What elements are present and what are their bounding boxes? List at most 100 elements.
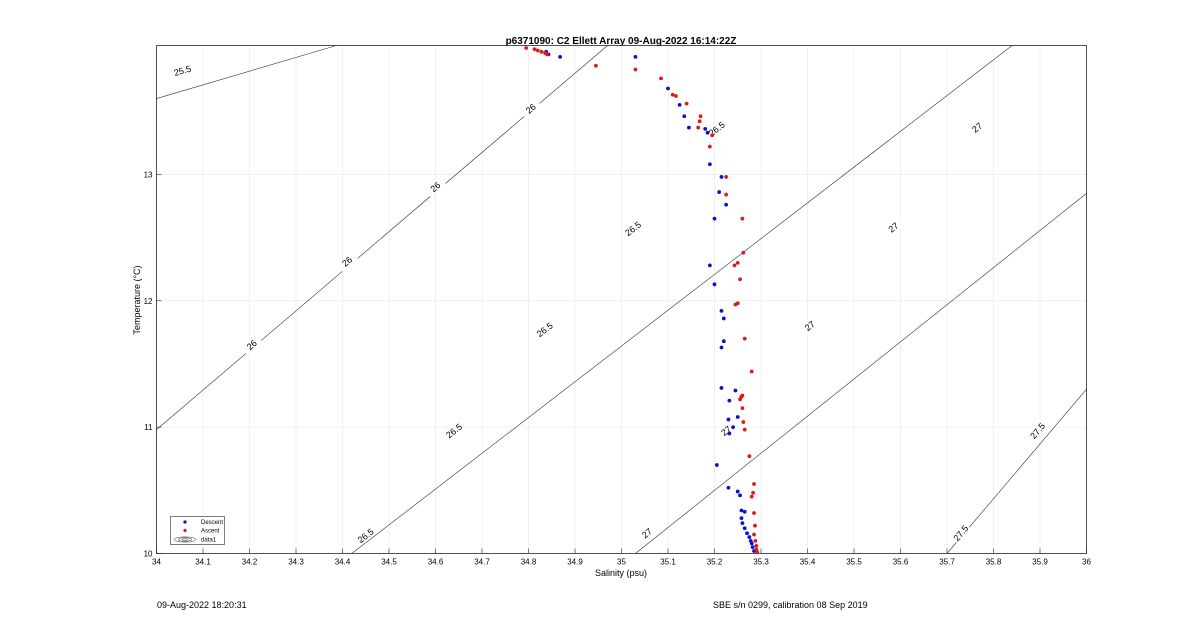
ascent-point — [733, 302, 738, 307]
ascent-point — [735, 260, 740, 265]
y-axis-ticks: 10 11 12 13 — [144, 170, 162, 559]
contour-label: 25.5 — [173, 63, 193, 78]
descent-point — [727, 431, 732, 436]
contour-label-bg — [519, 98, 542, 119]
descent-point — [742, 526, 747, 531]
descent-point — [733, 388, 738, 393]
footer-timestamp: 09-Aug-2022 18:20:31 — [157, 600, 247, 610]
ascent-point — [710, 133, 715, 138]
x-tick-label: 35.6 — [893, 558, 909, 567]
contour-label-bg — [424, 176, 447, 198]
descent-point — [717, 190, 722, 194]
ascent-point — [696, 125, 701, 130]
ascent-point — [741, 420, 746, 424]
descent-point — [747, 535, 752, 539]
descent-point — [727, 398, 732, 403]
descent-point — [739, 508, 744, 513]
descent-point — [719, 308, 724, 313]
ascent-point — [633, 67, 638, 72]
descent-point — [745, 531, 749, 536]
descent-point — [719, 175, 724, 179]
descent-point — [731, 425, 735, 430]
descent-point — [721, 316, 726, 321]
contour-label: 26 — [340, 255, 354, 269]
descent-point — [721, 339, 726, 344]
descent-point — [719, 386, 724, 390]
legend-box — [170, 516, 225, 545]
legend-contour-icon — [173, 536, 197, 543]
ascent-point — [724, 175, 729, 179]
y-tick-label: 10 — [144, 550, 153, 559]
legend-marker-descent — [183, 520, 187, 524]
ascent-point — [684, 101, 689, 106]
x-tick-label: 34.1 — [195, 558, 211, 567]
ascent-point — [698, 114, 703, 119]
x-tick-label: 35.4 — [800, 558, 816, 567]
contour-label-bg — [622, 218, 645, 239]
x-tick-label: 35 — [617, 558, 626, 567]
descent-point — [724, 202, 729, 207]
ascent-point — [740, 406, 745, 411]
ascent-point — [752, 511, 756, 515]
x-tick-label: 36 — [1082, 558, 1091, 567]
data-points — [524, 46, 760, 555]
descent-point — [735, 489, 740, 494]
contour-label-bg — [1027, 420, 1048, 442]
ascent-point — [697, 119, 702, 124]
ascent-point — [752, 532, 756, 537]
contour-label-bg — [354, 525, 377, 546]
x-tick-label: 34.7 — [474, 558, 490, 567]
descent-point — [719, 345, 724, 350]
descent-point — [726, 417, 731, 422]
y-axis-label: Temperature (°C) — [132, 265, 142, 334]
contour-label-bg — [336, 251, 359, 272]
contour-label-bg — [636, 523, 659, 544]
ascent-point — [535, 48, 540, 53]
contour-label: 26 — [524, 102, 538, 116]
ascent-point — [740, 216, 745, 221]
descent-point — [677, 102, 682, 107]
ascent-point — [738, 277, 742, 282]
descent-point — [707, 162, 712, 167]
descent-point — [739, 516, 744, 521]
ascent-point — [749, 494, 754, 499]
density-contour-line — [156, 45, 608, 430]
descent-point — [749, 541, 754, 546]
descent-point — [738, 493, 742, 498]
ascent-point — [753, 538, 758, 543]
ascent-point — [747, 454, 752, 459]
contour-label: 27 — [886, 220, 900, 234]
descent-point — [687, 125, 691, 130]
x-tick-label: 34.6 — [428, 558, 444, 567]
ascent-point — [742, 336, 747, 341]
density-contours: 25.52626262626.526.526.526.526.527272727… — [156, 45, 1087, 554]
density-contour-line — [351, 45, 1013, 554]
axes: 34 34.1 34.2 34.3 34.4 34.5 34.6 34.7 34.8 34.9 35… — [132, 45, 1091, 578]
x-tick-label: 34.5 — [381, 558, 397, 567]
x-tick-label: 34.4 — [335, 558, 351, 567]
x-tick-label: 35.2 — [707, 558, 723, 567]
x-axis-label: Salinity (psu) — [595, 568, 647, 578]
ascent-point — [738, 397, 742, 402]
descent-point — [750, 545, 755, 550]
legend-label-data1: data1 — [201, 538, 217, 544]
x-tick-label: 34.2 — [242, 558, 258, 567]
descent-point — [633, 54, 638, 59]
contour-label-bg — [798, 315, 821, 337]
descent-point — [705, 130, 710, 135]
x-tick-label: 34.3 — [288, 558, 304, 567]
contour-label-bg — [950, 522, 972, 545]
x-tick-label: 35.9 — [1032, 558, 1048, 567]
ascent-point — [749, 369, 754, 374]
ascent-point — [539, 49, 544, 54]
x-tick-label: 34.9 — [567, 558, 583, 567]
ascent-point — [753, 523, 757, 528]
y-tick-label: 11 — [144, 423, 153, 432]
x-axis-ticks: 34 34.1 34.2 34.3 34.4 34.5 34.6 34.7 34.8 34.9 35… — [152, 548, 1091, 567]
ascent-point — [741, 250, 746, 255]
x-tick-label: 34.8 — [521, 558, 537, 567]
ascent-point — [751, 490, 755, 495]
ascent-point — [659, 76, 663, 81]
ascent-point — [732, 263, 737, 268]
x-tick-label: 35.1 — [660, 558, 676, 567]
